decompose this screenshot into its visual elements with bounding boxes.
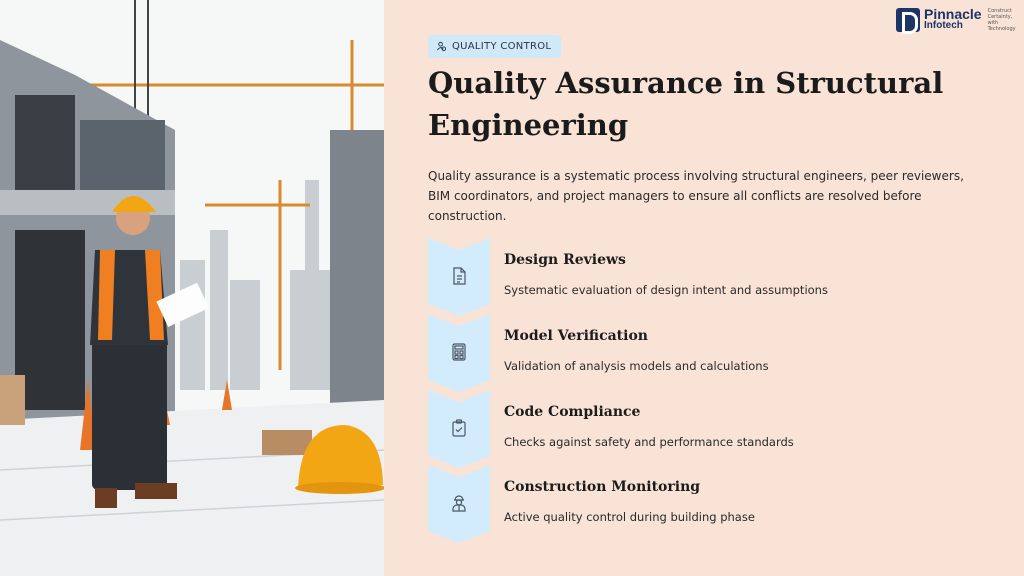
- document-icon: [453, 267, 466, 285]
- construction-worker-icon: [452, 495, 466, 512]
- step-description: Active quality control during building p…: [504, 510, 755, 524]
- step-code-compliance: Code Compliance Checks against safety an…: [428, 390, 988, 468]
- step-description: Validation of analysis models and calcul…: [504, 359, 769, 373]
- logo-tagline: Construct Certainty, with Technology: [987, 8, 1016, 32]
- logo-name-line1: Pinnacle: [924, 6, 982, 22]
- step-title: Construction Monitoring: [504, 479, 701, 495]
- chevron-shape: [428, 390, 490, 468]
- step-title: Model Verification: [504, 328, 648, 344]
- step-description: Checks against safety and performance st…: [504, 435, 794, 449]
- step-model-verification: Model Verification Validation of analysi…: [428, 314, 988, 392]
- step-title: Code Compliance: [504, 404, 641, 420]
- section-badge: QUALITY CONTROL: [428, 35, 562, 58]
- company-logo: Pinnacle Infotech Construct Certainty, w…: [896, 6, 1024, 34]
- page-title: Quality Assurance in Structural Engineer…: [428, 66, 944, 142]
- logo-name-line2: Infotech: [924, 20, 963, 31]
- intro-text: Quality assurance is a systematic proces…: [428, 169, 964, 223]
- clipboard-check-icon: [452, 419, 466, 437]
- step-description: Systematic evaluation of design intent a…: [504, 283, 828, 297]
- badge-label: QUALITY CONTROL: [452, 41, 552, 52]
- step-design-reviews: Design Reviews Systematic evaluation of …: [428, 238, 988, 316]
- users-icon: [436, 41, 447, 52]
- step-construction-monitoring: Construction Monitoring Active quality c…: [428, 465, 988, 543]
- chevron-shape: [428, 238, 490, 316]
- step-title: Design Reviews: [504, 252, 626, 268]
- logo-mark-icon: [896, 8, 920, 34]
- chevron-shape: [428, 314, 490, 392]
- content-panel: Pinnacle Infotech Construct Certainty, w…: [384, 0, 1024, 576]
- logo-name: Pinnacle Infotech: [924, 6, 982, 31]
- calculator-icon: [452, 343, 466, 361]
- construction-site-image: [0, 0, 384, 576]
- chevron-shape: [428, 465, 490, 543]
